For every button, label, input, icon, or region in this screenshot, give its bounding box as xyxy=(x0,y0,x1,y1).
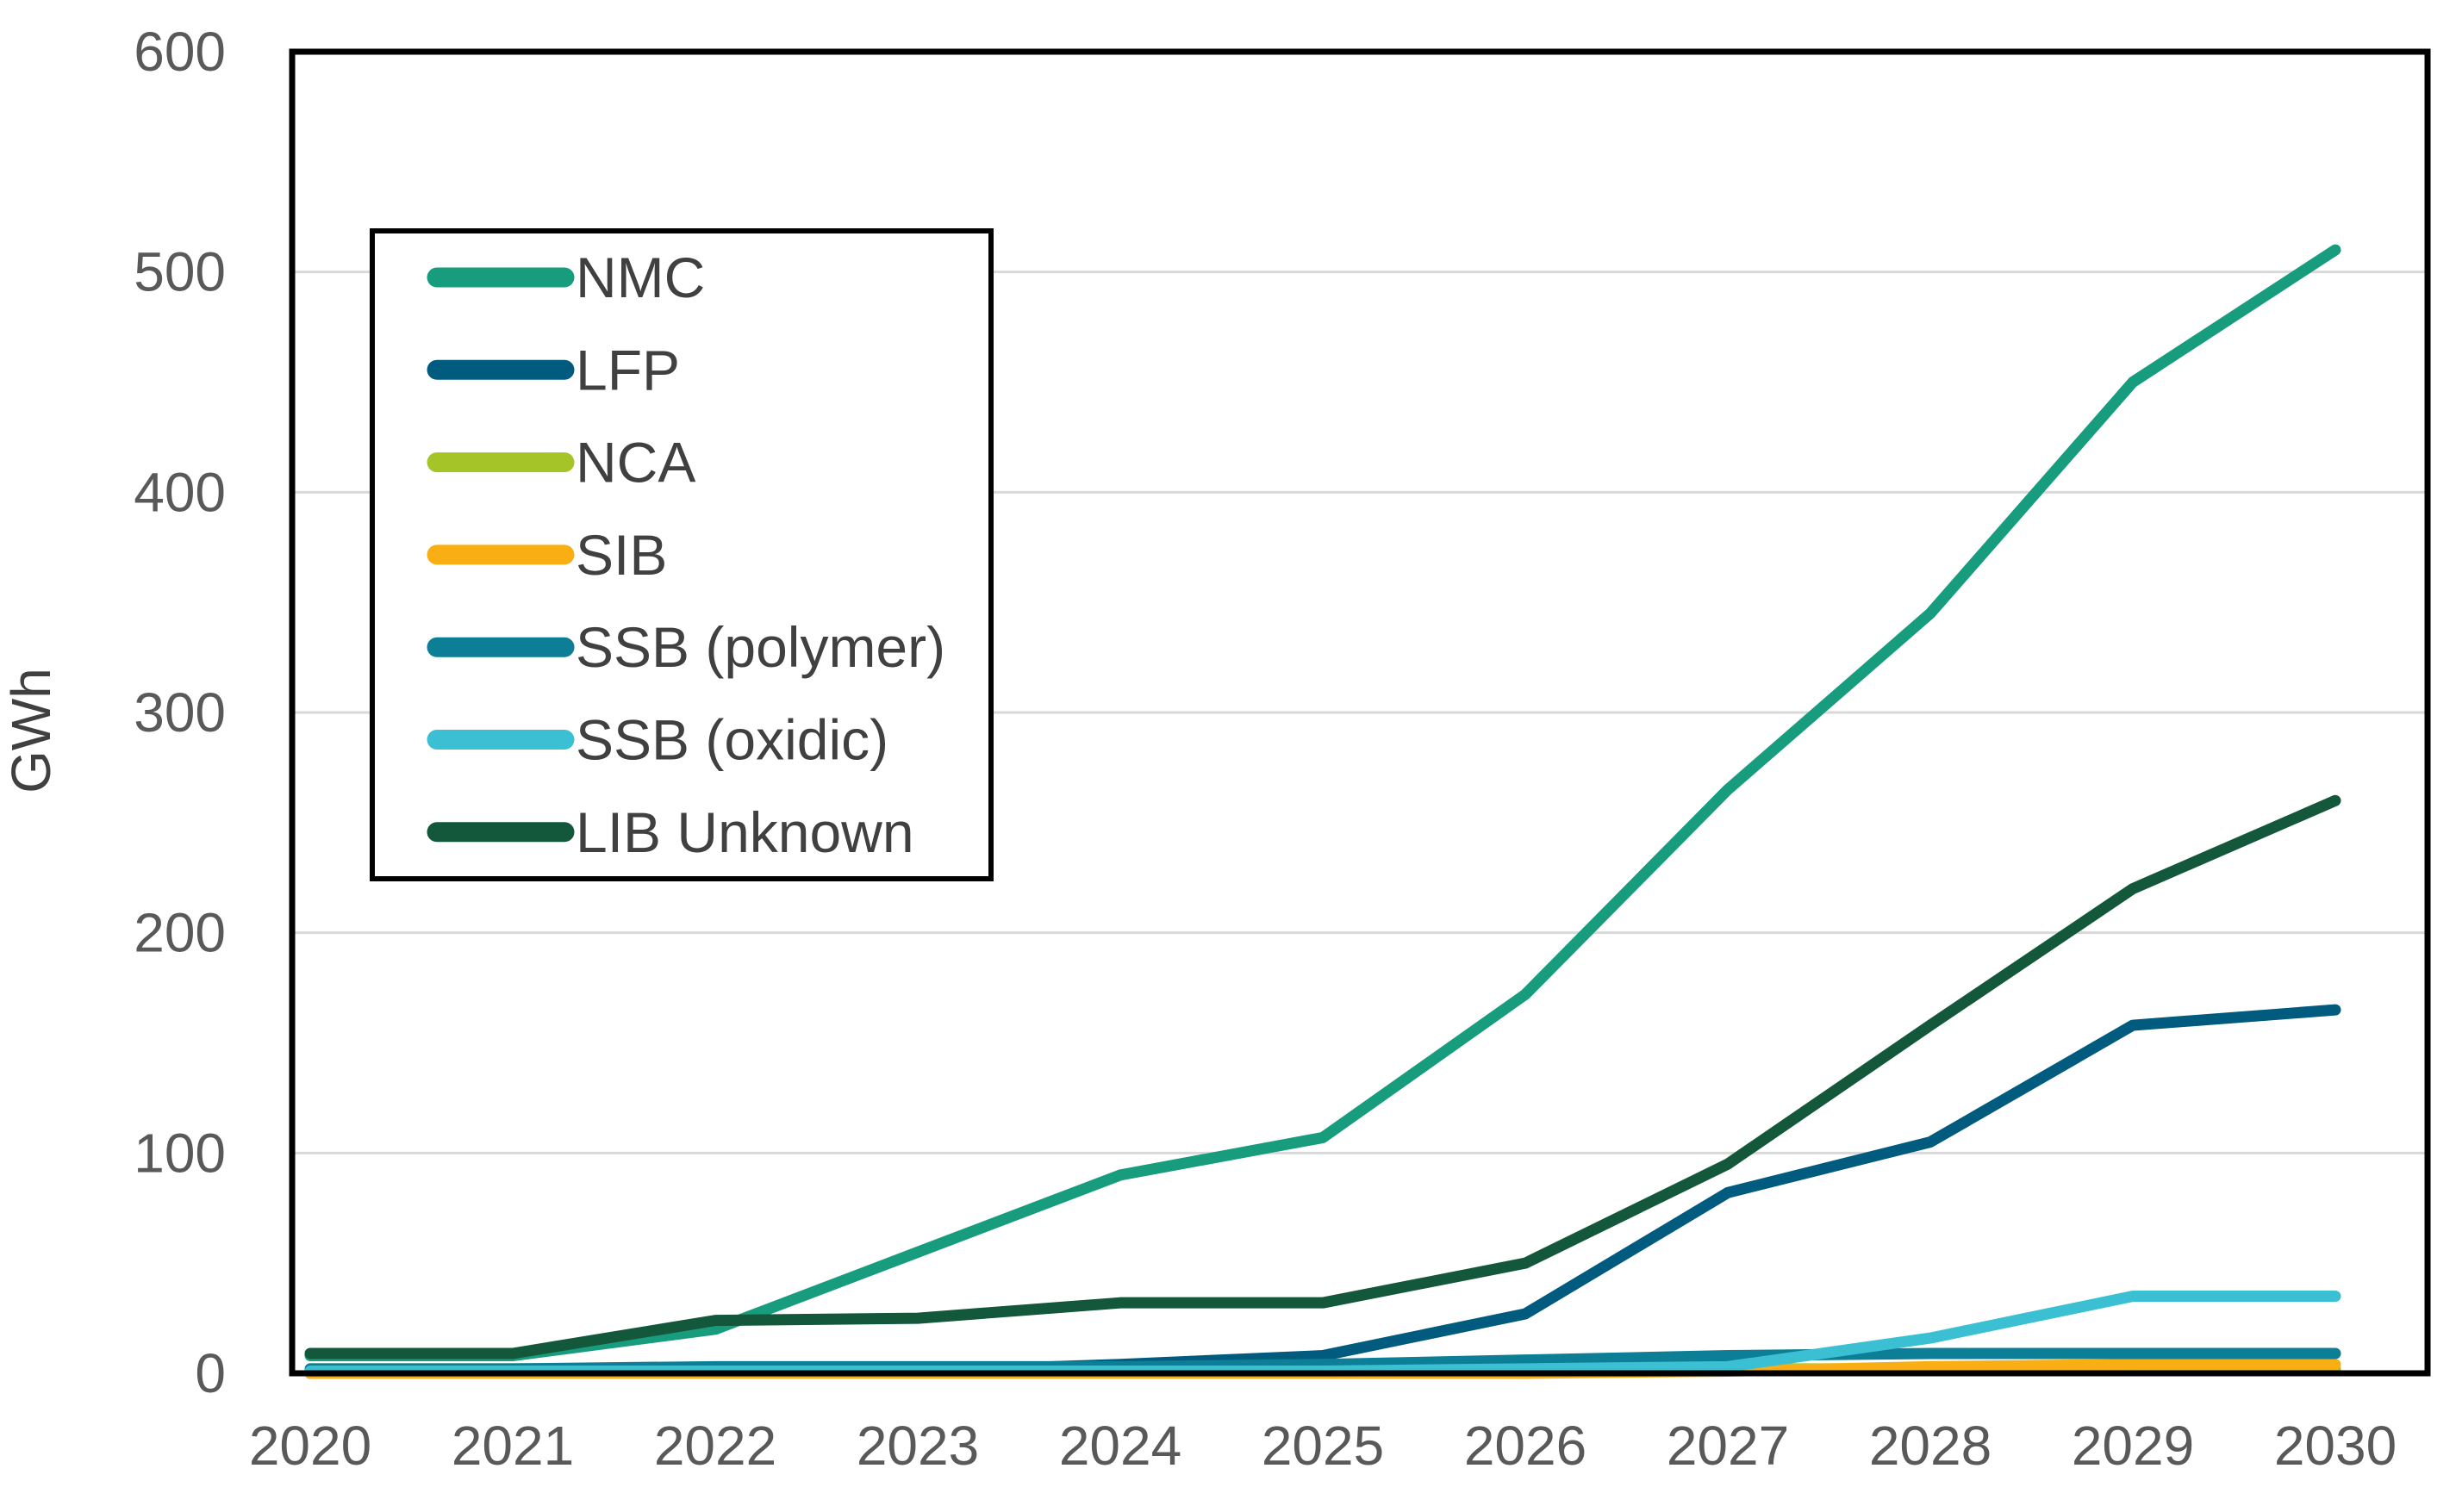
legend-label-lib-unknown: LIB Unknown xyxy=(576,800,914,864)
y-tick-label-600: 600 xyxy=(134,21,226,83)
y-tick-label-500: 500 xyxy=(134,241,226,303)
x-tick-label-2025: 2025 xyxy=(1262,1415,1384,1477)
legend-label-ssb-oxidic: SSB (oxidic) xyxy=(576,708,888,772)
legend-item-ssb-polymer: SSB (polymer) xyxy=(427,615,945,679)
x-tick-label-2022: 2022 xyxy=(654,1415,776,1477)
legend-label-nca: NCA xyxy=(576,431,695,495)
legend-item-nmc: NMC xyxy=(427,246,705,309)
x-tick-label-2023: 2023 xyxy=(857,1415,979,1477)
plot-border xyxy=(289,48,2431,1377)
legend: NMC LFP NCA SIB SSB (polymer) SSB (oxidic) LIB… xyxy=(370,228,994,881)
x-tick-label-2030: 2030 xyxy=(2274,1415,2397,1477)
x-tick-label-2029: 2029 xyxy=(2072,1415,2194,1477)
legend-label-nmc: NMC xyxy=(576,246,705,309)
y-tick-label-300: 300 xyxy=(134,681,226,744)
x-tick-label-2028: 2028 xyxy=(1869,1415,1992,1477)
legend-label-lfp: LFP xyxy=(576,338,680,401)
series-line-lib-unknown xyxy=(304,794,2341,1360)
legend-label-ssb-polymer: SSB (polymer) xyxy=(576,615,945,679)
x-tick-label-2021: 2021 xyxy=(452,1415,574,1477)
y-tick-label-0: 0 xyxy=(195,1342,226,1404)
tick-labels-layer: 0 100 200 300 400 500 600 2020 2021 2022 2023 2024 2… xyxy=(134,21,2397,1477)
y-tick-label-400: 400 xyxy=(134,461,226,523)
x-tick-label-2026: 2026 xyxy=(1464,1415,1586,1477)
y-tick-label-100: 100 xyxy=(134,1122,226,1184)
series-line-nmc xyxy=(304,244,2341,1362)
legend-item-lib-unknown: LIB Unknown xyxy=(427,800,914,864)
x-tick-label-2024: 2024 xyxy=(1059,1415,1181,1477)
y-axis-title: GWh xyxy=(0,668,62,793)
y-tick-label-200: 200 xyxy=(134,902,226,964)
x-tick-label-2027: 2027 xyxy=(1667,1415,1789,1477)
legend-label-sib: SIB xyxy=(576,523,667,587)
legend-item-nca: NCA xyxy=(427,431,695,495)
axes-layer: GWh xyxy=(0,48,2431,1377)
legend-item-sib: SIB xyxy=(427,523,667,587)
legend-item-ssb-oxidic: SSB (oxidic) xyxy=(427,708,888,772)
legend-item-lfp: LFP xyxy=(427,338,680,401)
x-tick-label-2020: 2020 xyxy=(249,1415,371,1477)
